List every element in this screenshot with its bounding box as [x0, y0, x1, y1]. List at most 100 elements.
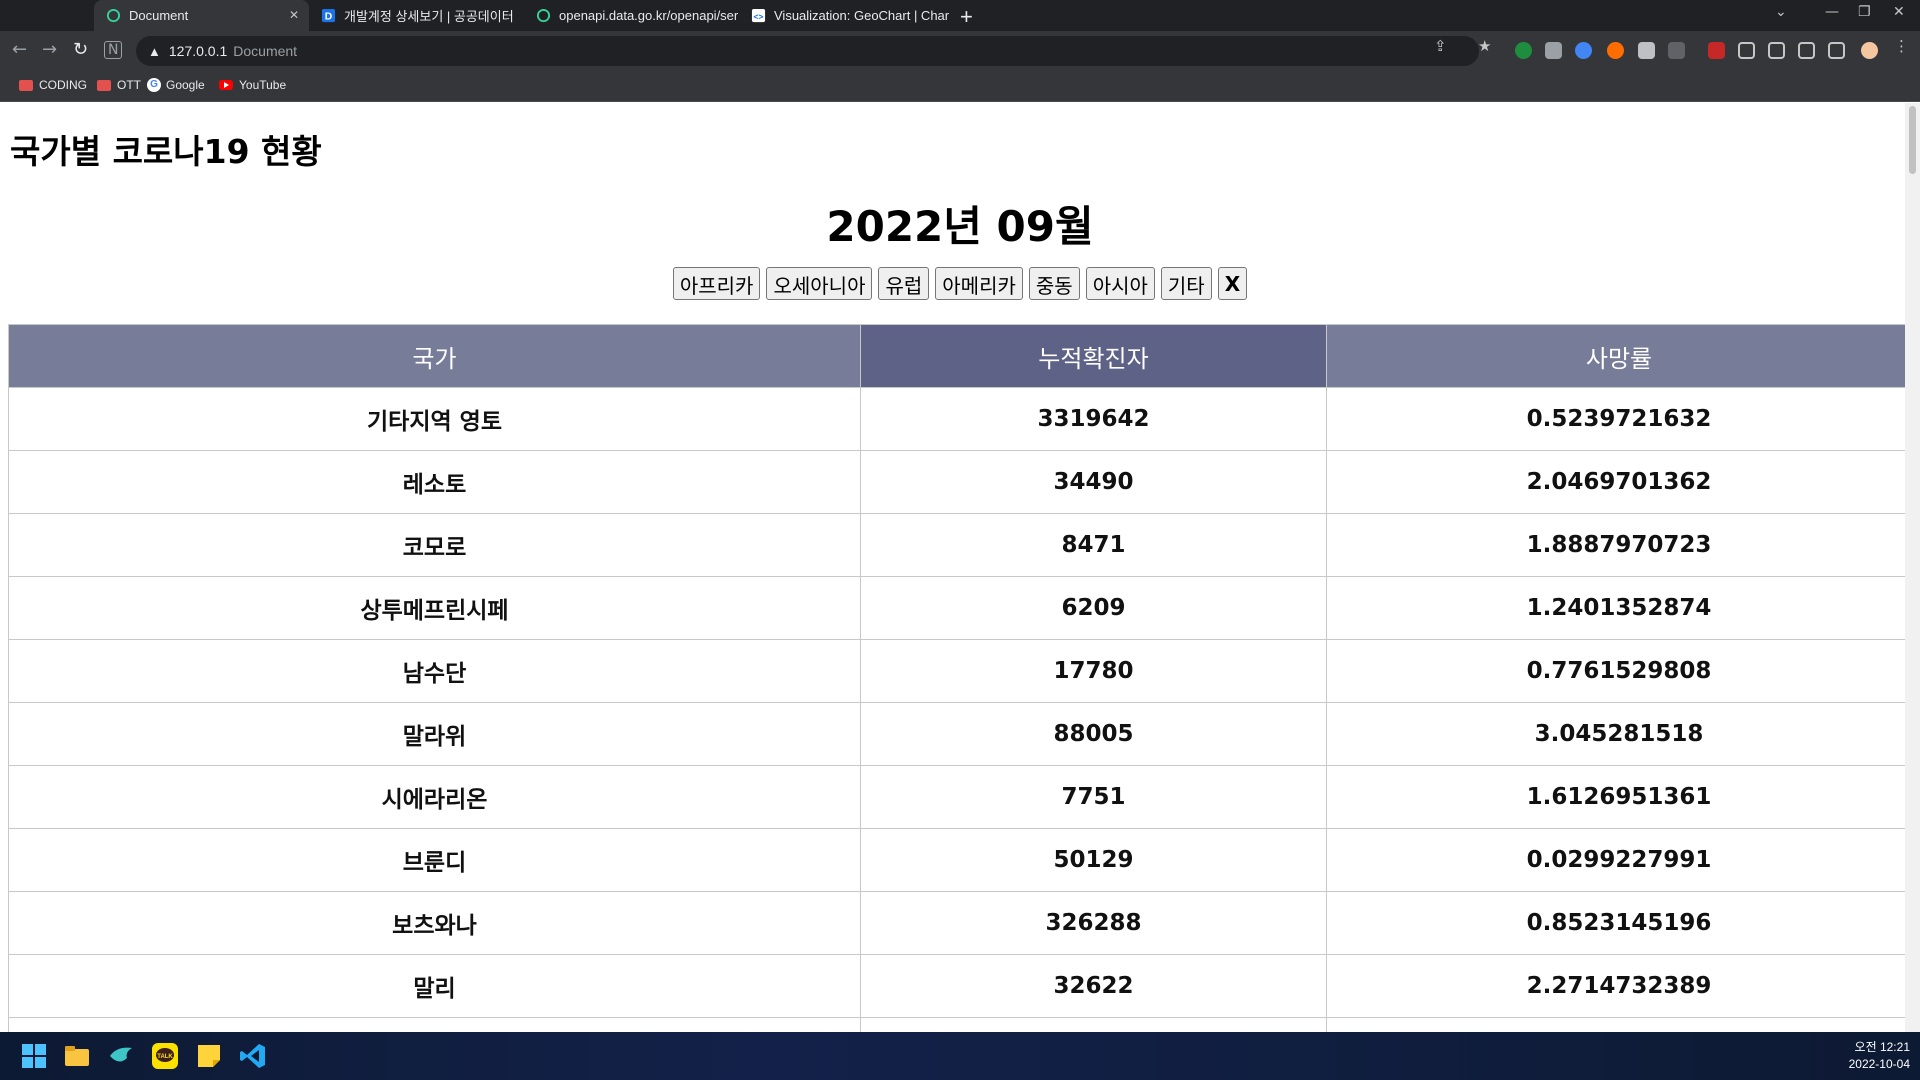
cast-icon[interactable]	[1738, 42, 1755, 59]
cell-cases: 7751	[860, 765, 1327, 829]
extension-icon[interactable]	[1575, 42, 1592, 59]
page-scrollbar[interactable]	[1905, 103, 1920, 1032]
cell-country: 시에라리온	[8, 765, 861, 829]
minimize-icon[interactable]: —	[1825, 4, 1839, 20]
globe-icon	[536, 8, 551, 23]
cell-country: 코모로	[8, 513, 861, 577]
back-icon[interactable]: ←	[12, 39, 28, 60]
filter-america-button[interactable]: 아메리카	[935, 267, 1023, 300]
svg-text:D: D	[325, 11, 332, 22]
tab-title: 개발계정 상세보기 | 공공데이터	[344, 9, 514, 24]
address-page-title: Document	[233, 43, 298, 59]
cell-cases: 34490	[860, 450, 1327, 514]
sticky-notes-icon[interactable]	[195, 1042, 223, 1070]
tab-data-portal[interactable]: D 개발계정 상세보기 | 공공데이터	[309, 0, 524, 31]
clock-date: 2022-10-04	[1848, 1057, 1910, 1071]
flag-icon[interactable]	[1708, 42, 1725, 59]
code-icon: <>	[751, 8, 766, 23]
region-filter-bar: 아프리카 오세아니아 유럽 아메리카 중동 아시아 기타 X	[0, 267, 1920, 300]
table-row: 브룬디 50129 0.0299227991	[8, 828, 1912, 892]
month-heading: 2022년 09월	[826, 202, 1094, 251]
puzzle-icon[interactable]	[1668, 42, 1685, 59]
close-window-icon[interactable]: ✕	[1893, 4, 1905, 20]
bookmark-google[interactable]: G Google	[147, 78, 205, 92]
cell-country: 말라위	[8, 702, 861, 766]
cell-country: 남수단	[8, 639, 861, 703]
svg-text:<>: <>	[753, 11, 763, 21]
filter-europe-button[interactable]: 유럽	[878, 267, 930, 300]
table-row: 보츠와나 326288 0.8523145196	[8, 891, 1912, 955]
extension-icon[interactable]	[1638, 42, 1655, 59]
cell-country: 기타지역 영토	[8, 387, 861, 451]
cell-cases: 17780	[860, 639, 1327, 703]
warning-icon: ▲	[148, 43, 161, 59]
tab-geochart[interactable]: <> Visualization: GeoChart | Char	[739, 0, 954, 31]
side-panel-icon[interactable]	[1798, 42, 1815, 59]
address-bar[interactable]: ▲ 127.0.0.1 Document	[136, 36, 1479, 66]
table-row: 말리 32622 2.2714732389	[8, 954, 1912, 1018]
reload-icon[interactable]: ↻	[73, 39, 89, 60]
page-viewport: 국가별 코로나19 현황 2022년 09월 아프리카 오세아니아 유럽 아메리…	[0, 103, 1920, 1032]
extension-icon[interactable]	[1607, 42, 1624, 59]
filter-asia-button[interactable]: 아시아	[1085, 267, 1155, 300]
google-icon: G	[147, 78, 161, 92]
youtube-icon	[219, 80, 233, 90]
extension-icon[interactable]	[1515, 42, 1532, 59]
filter-middle-east-button[interactable]: 중동	[1028, 267, 1080, 300]
filter-oceania-button[interactable]: 오세아니아	[766, 267, 873, 300]
tab-title: openapi.data.go.kr/openapi/ser	[559, 8, 739, 23]
reading-list-icon[interactable]	[1828, 42, 1845, 59]
tab-search-icon[interactable]: ⌄	[1775, 4, 1787, 20]
bookmark-label: CODING	[39, 78, 87, 92]
tab-title: Visualization: GeoChart | Char	[774, 8, 950, 23]
table-row: 말라위 88005 3.045281518	[8, 702, 1912, 766]
bookmark-label: OTT	[117, 78, 141, 92]
cell-death-rate: 0.0299227991	[1326, 828, 1912, 892]
cell-country	[8, 1017, 861, 1032]
cell-country: 레소토	[8, 450, 861, 514]
tab-openapi[interactable]: openapi.data.go.kr/openapi/ser	[524, 0, 739, 31]
profile-avatar[interactable]	[1861, 42, 1878, 59]
filter-africa-button[interactable]: 아프리카	[672, 267, 761, 300]
new-tab-icon[interactable]: +	[960, 4, 973, 29]
folder-icon	[97, 79, 111, 91]
screenshot-icon[interactable]	[1768, 42, 1785, 59]
tab-document[interactable]: Document ✕	[94, 0, 309, 31]
restore-icon[interactable]: ❐	[1858, 4, 1871, 20]
bookmark-coding[interactable]: CODING	[19, 78, 87, 92]
cell-death-rate: 0.8523145196	[1326, 891, 1912, 955]
cell-death-rate: 3.045281518	[1326, 702, 1912, 766]
cell-country: 말리	[8, 954, 861, 1018]
share-icon[interactable]: ⇪	[1434, 37, 1447, 55]
browser-toolbar: ← → ↻ N ▲ 127.0.0.1 Document ⇪ ★ ⋮	[0, 31, 1920, 71]
address-url: 127.0.0.1	[168, 43, 228, 59]
column-header-country[interactable]: 국가	[8, 324, 861, 388]
column-header-death-rate[interactable]: 사망률	[1326, 324, 1912, 388]
vscode-icon[interactable]	[239, 1042, 267, 1070]
close-icon[interactable]: ✕	[288, 8, 299, 22]
svg-text:TALK: TALK	[157, 1054, 173, 1060]
bookmark-star-icon[interactable]: ★	[1478, 37, 1492, 55]
bookmark-label: Google	[166, 78, 205, 92]
menu-icon[interactable]: ⋮	[1894, 37, 1909, 55]
bookmarks-bar: CODING OTT G Google YouTube	[0, 71, 1920, 102]
system-clock[interactable]: 오전 12:21 2022-10-04	[1849, 1039, 1910, 1073]
filter-etc-button[interactable]: 기타	[1160, 267, 1212, 300]
browser-tab-bar: Document ✕ D 개발계정 상세보기 | 공공데이터 openapi.d…	[0, 0, 1920, 31]
windows-start-icon[interactable]	[20, 1042, 48, 1070]
forward-icon[interactable]: →	[42, 39, 58, 60]
bird-app-icon[interactable]	[107, 1042, 135, 1070]
covid-table: 국가 누적확진자 사망률 기타지역 영토 3319642 0.523972163…	[8, 324, 1912, 1032]
file-explorer-icon[interactable]	[63, 1042, 91, 1070]
kakaotalk-icon[interactable]: TALK	[151, 1042, 179, 1070]
extension-icon[interactable]	[1545, 42, 1562, 59]
clear-filter-button[interactable]: X	[1217, 267, 1248, 300]
scrollbar-thumb[interactable]	[1909, 106, 1916, 174]
cell-death-rate: 2.0469701362	[1326, 450, 1912, 514]
page-title: 국가별 코로나19 현황	[10, 132, 322, 171]
column-header-cases[interactable]: 누적확진자	[860, 324, 1327, 388]
bookmark-ott[interactable]: OTT	[97, 78, 141, 92]
table-row: 기타지역 영토 3319642 0.5239721632	[8, 387, 1912, 451]
bookmark-youtube[interactable]: YouTube	[219, 78, 286, 92]
notion-icon[interactable]: N	[104, 41, 123, 59]
